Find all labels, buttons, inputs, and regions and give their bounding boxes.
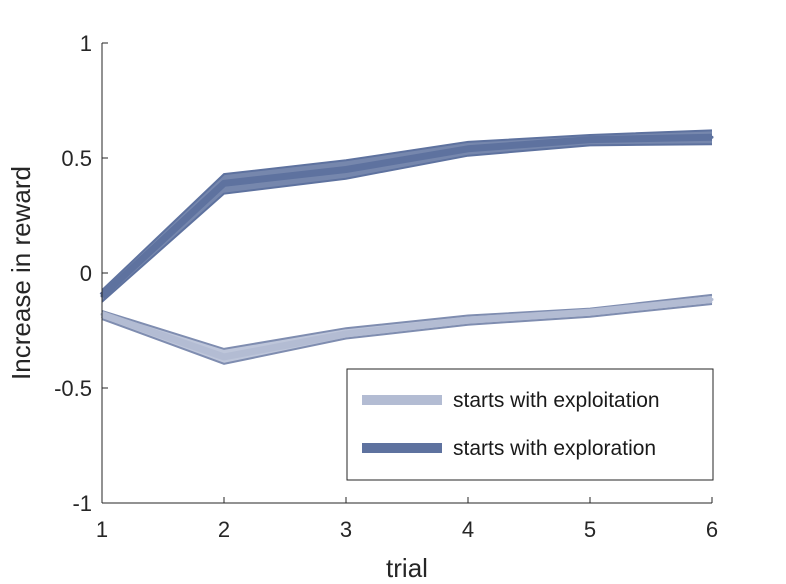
x-axis-title: trial (386, 553, 428, 583)
lower-line-exploration (101, 143, 713, 303)
lower-line-exploitation (101, 303, 713, 365)
upper-line-exploration (101, 129, 713, 291)
mean-line-exploration (99, 133, 713, 299)
point-exploration (344, 168, 348, 171)
mean-line-exploitation (100, 295, 713, 361)
point-exploration (222, 181, 226, 185)
legend-label-exploitation: starts with exploitation (453, 389, 660, 412)
x-tick-label: 4 (462, 517, 474, 542)
legend-label-exploration: starts with exploration (453, 437, 656, 460)
point-exploitation (344, 332, 348, 336)
y-tick-label: 1 (80, 31, 92, 56)
y-tick-label: 0.5 (61, 146, 92, 171)
y-tick-label: -1 (72, 491, 92, 516)
y-axis-title: Increase in reward (6, 166, 36, 380)
band-exploration (102, 130, 712, 302)
point-exploration (588, 138, 592, 142)
y-tick-label: 0 (80, 261, 92, 286)
point-exploration (710, 135, 714, 139)
legend-box (346, 368, 714, 481)
point-exploitation (588, 310, 592, 314)
point-exploitation (466, 318, 470, 322)
point-exploitation (222, 355, 226, 359)
x-tick-label: 5 (584, 517, 596, 542)
point-exploration (466, 147, 470, 151)
series-layer (99, 129, 714, 365)
upper-line-exploitation (101, 293, 713, 350)
x-tick-label: 2 (218, 517, 230, 542)
ticks: 1 2 3 4 5 6 -1 -0.5 0 0.5 1 (54, 31, 718, 542)
y-tick-label: -0.5 (54, 376, 92, 401)
legend: starts with exploitation starts with exp… (346, 368, 714, 481)
x-tick-label: 6 (706, 517, 718, 542)
x-tick-label: 1 (96, 517, 108, 542)
x-tick-label: 3 (340, 517, 352, 542)
point-exploitation (710, 297, 714, 301)
